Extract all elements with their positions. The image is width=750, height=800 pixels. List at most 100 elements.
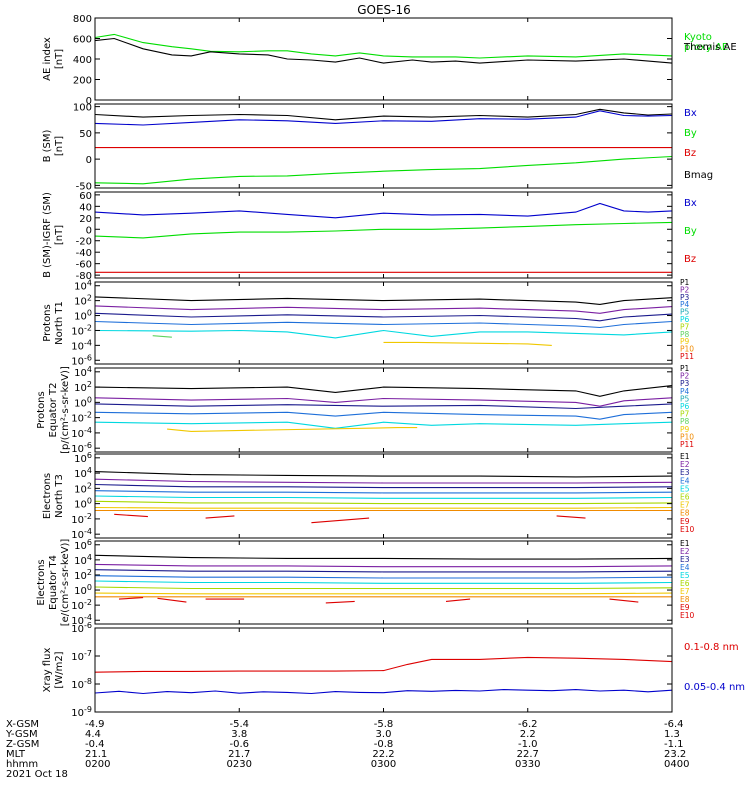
y-tick-label: 10-2 <box>71 598 92 612</box>
x-axis-value: 0200 <box>85 759 110 770</box>
series-line-e9a <box>114 513 148 518</box>
x-axis-value: -0.8 <box>374 739 394 750</box>
legend-0-1-0-8-nm: 0.1-0.8 nm <box>684 642 739 653</box>
x-axis-value: 21.1 <box>85 749 107 760</box>
series-group <box>95 202 672 273</box>
y-axis-label: [W/m2] <box>54 651 65 688</box>
legend-e3: E3 <box>680 555 690 564</box>
series-line-e9e <box>445 598 471 602</box>
x-axis-value: 0300 <box>371 759 396 770</box>
x-axis-row-label: Y-GSM <box>5 729 38 740</box>
y-tick-label: 50 <box>79 129 92 140</box>
y-tick-label: 104 <box>74 279 92 293</box>
y-tick-label: -80 <box>76 271 92 282</box>
legend-e8: E8 <box>680 509 690 518</box>
x-axis-row-label: Z-GSM <box>6 739 39 750</box>
legend-e9: E9 <box>680 603 690 612</box>
y-tick-label: 10-6 <box>71 441 92 455</box>
panel-ae: 0 200 400 600 800 AE index [nT] Kyoto proxy AETh… <box>42 14 737 107</box>
y-axis-label: Protons <box>36 391 47 428</box>
series-line-e9d <box>325 600 355 604</box>
series-line-e5 <box>95 580 672 584</box>
legend-p5: P5 <box>680 394 690 403</box>
legend-e2: E2 <box>680 460 690 469</box>
panel-frame <box>94 627 673 713</box>
x-axis-value: -1.1 <box>664 739 684 750</box>
series-line-themis-ae <box>95 37 672 64</box>
panel-frame <box>94 453 673 539</box>
y-tick-label: 10-9 <box>71 705 92 719</box>
x-axis-value: -0.6 <box>229 739 249 750</box>
legend-p6: P6 <box>680 402 690 411</box>
legend-e4: E4 <box>680 476 690 485</box>
y-tick-label: 102 <box>74 380 92 394</box>
legend-p2: P2 <box>680 285 690 294</box>
y-tick-label: 10-2 <box>71 411 92 425</box>
y-tick-label: 10-4 <box>71 338 92 352</box>
x-axis-value: 0230 <box>227 759 252 770</box>
y-axis-label: [nT] <box>54 225 65 245</box>
y-axis-label: [nT] <box>54 136 65 156</box>
legend-p11: P11 <box>680 440 694 449</box>
series-line-p2 <box>95 397 672 407</box>
series-line-e9b <box>157 597 187 603</box>
y-tick-label: 102 <box>74 294 92 308</box>
series-line-e5 <box>95 495 672 499</box>
y-tick-label: 60 <box>79 191 92 202</box>
legend-by: By <box>684 226 697 237</box>
legend-e1: E1 <box>680 452 690 461</box>
legend-e3: E3 <box>680 468 690 477</box>
series-line-p8 <box>152 335 172 338</box>
x-axis-value: -5.4 <box>229 719 249 730</box>
y-tick-label: 600 <box>73 35 92 46</box>
series-line-e4 <box>95 490 672 494</box>
y-axis-label: North T1 <box>54 301 65 345</box>
y-tick-label: -20 <box>76 237 92 248</box>
legend-p7: P7 <box>680 322 690 331</box>
series-line-e1 <box>95 554 672 560</box>
legend-e2: E2 <box>680 547 690 556</box>
y-axis-label: B (SM)-IGRF (SM) <box>42 192 53 278</box>
legend-p8: P8 <box>680 417 690 426</box>
y-tick-label: 10-7 <box>71 649 92 663</box>
y-tick-label: 104 <box>74 365 92 379</box>
series-line-bx <box>95 110 672 126</box>
legend-bx: Bx <box>684 108 697 119</box>
y-tick-label: 102 <box>74 568 92 582</box>
y-axis-label: [p/(cm²-s-sr-keV)] <box>60 366 71 454</box>
x-axis-date: 2021 Oct 18 <box>6 769 68 780</box>
y-tick-label: 10-6 <box>71 353 92 367</box>
y-axis-label: Equator T4 <box>48 555 59 610</box>
x-axis-value: 1.3 <box>664 729 680 740</box>
x-axis-value: -6.4 <box>664 719 684 730</box>
y-tick-label: -60 <box>76 260 92 271</box>
legend-bz: Bz <box>684 148 696 159</box>
legend-p8: P8 <box>680 330 690 339</box>
y-tick-label: 10-8 <box>71 677 92 691</box>
series-line-e2 <box>95 478 672 484</box>
x-axis-value: 2.2 <box>520 729 536 740</box>
x-axis-row-label: hhmm <box>6 759 38 770</box>
legend-0-05-0-4-nm: 0.05-0.4 nm <box>684 682 745 693</box>
y-tick-label: -50 <box>76 181 92 192</box>
panel-xray: 10-9 10-8 10-7 10-6 Xray flux [W/m2] 0.1-0.8 n… <box>42 621 745 719</box>
legend-e5: E5 <box>680 484 690 493</box>
y-tick-label: 104 <box>74 553 92 567</box>
series-line-e2 <box>95 563 672 568</box>
y-axis-label: Equator T2 <box>48 383 59 438</box>
y-tick-label: 100 <box>74 497 92 511</box>
series-line-e9b <box>205 515 235 519</box>
x-axis-value: -5.8 <box>374 719 394 730</box>
series-line-e3 <box>95 569 672 573</box>
legend-p1: P1 <box>680 364 690 373</box>
y-axis-label: Xray flux <box>42 648 53 693</box>
y-tick-label: 100 <box>74 395 92 409</box>
legend-p1: P1 <box>680 278 690 287</box>
series-line-e1 <box>95 471 672 478</box>
legend-p10: P10 <box>680 432 694 441</box>
series-group <box>95 471 672 524</box>
series-group <box>95 656 672 695</box>
